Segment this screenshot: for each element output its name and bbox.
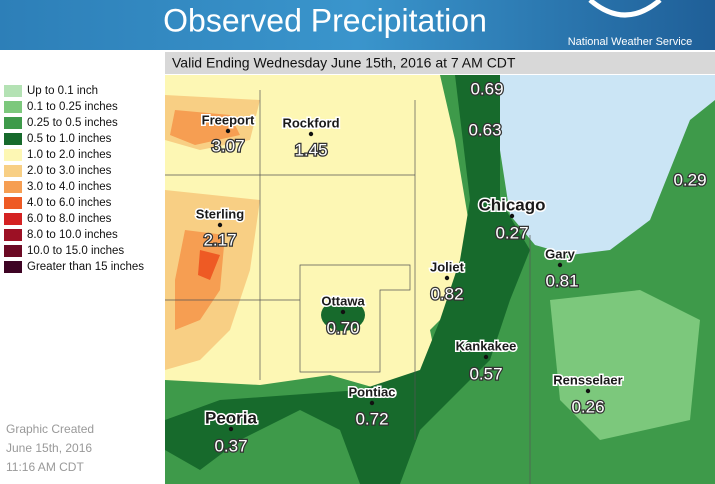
city-value: 0.57 <box>469 364 502 383</box>
legend-label: 0.5 to 1.0 inches <box>27 133 112 145</box>
legend-label: 2.0 to 3.0 inches <box>27 165 112 177</box>
city-dot <box>483 354 489 360</box>
header-bar <box>0 0 715 50</box>
created-note: Graphic Created <box>6 422 94 436</box>
city-value: 2.17 <box>203 230 236 249</box>
subtitle: Valid Ending Wednesday June 15th, 2016 a… <box>172 55 516 71</box>
legend-label: 0.1 to 0.25 inches <box>27 101 118 113</box>
station-value: 0.63 <box>468 120 501 139</box>
city-value: 0.27 <box>495 223 528 242</box>
city-dot <box>557 262 563 268</box>
legend-swatch <box>4 197 22 209</box>
city-value: 1.45 <box>294 140 327 159</box>
city-value: 0.37 <box>214 436 247 455</box>
logo <box>588 0 662 18</box>
legend-panel <box>0 75 165 484</box>
legend-swatch <box>4 149 22 161</box>
legend-swatch <box>4 245 22 257</box>
city: Freeport 3.07 <box>200 111 256 157</box>
dark-green-area <box>165 75 530 484</box>
city-dot <box>217 222 223 228</box>
legend-label: 3.0 to 4.0 inches <box>27 181 112 193</box>
city-name: Ottawa <box>321 293 365 308</box>
city: Rockford 1.45 <box>281 114 341 161</box>
legend-swatch <box>4 85 22 97</box>
legend-swatch <box>4 101 22 113</box>
legend-swatch <box>4 117 22 129</box>
subtitle-bar <box>165 52 715 74</box>
city-name: Gary <box>545 246 575 261</box>
city-dot <box>308 131 314 137</box>
legend-label: 0.25 to 0.5 inches <box>27 117 118 129</box>
city-value: 0.26 <box>571 397 604 416</box>
station-value: 0.29 <box>673 170 706 189</box>
city: Rensselaer 0.26 <box>552 371 624 418</box>
city-dot <box>228 426 234 432</box>
city-dot <box>225 128 231 134</box>
city-value: 0.82 <box>430 284 463 303</box>
city-name: Rensselaer <box>553 372 622 387</box>
city-name: Rockford <box>282 115 339 130</box>
title: Observed Precipitation <box>163 2 487 38</box>
city-value: 3.07 <box>211 136 244 155</box>
legend-swatch <box>4 213 22 225</box>
legend-label: Greater than 15 inches <box>27 261 144 273</box>
red-area <box>198 250 220 280</box>
created-note: June 15th, 2016 <box>6 441 92 455</box>
legend-label: 6.0 to 8.0 inches <box>27 213 112 225</box>
station-value: 0.69 <box>470 79 503 98</box>
county-lines <box>165 90 531 484</box>
city-value: 0.81 <box>545 271 578 290</box>
light-green-area <box>550 290 700 440</box>
city: Ottawa 0.70 <box>320 292 367 339</box>
city-dot <box>369 400 375 406</box>
city: Kankakee 0.57 <box>454 337 518 385</box>
city: Chicago 0.27 <box>477 194 547 244</box>
map <box>165 75 715 484</box>
city-name: Freeport <box>202 112 255 127</box>
city: Gary 0.81 <box>544 245 580 292</box>
city-name: Joliet <box>430 259 465 274</box>
legend-swatch <box>4 133 22 145</box>
lake <box>500 75 715 255</box>
legend-swatch <box>4 165 22 177</box>
city-dot <box>585 388 591 394</box>
city-dot <box>444 275 450 281</box>
city-value: 0.70 <box>326 318 359 337</box>
city: Sterling 2.17 <box>194 205 245 251</box>
city-dot <box>340 309 346 315</box>
legend-swatch <box>4 181 22 193</box>
legend-label: 1.0 to 2.0 inches <box>27 149 112 161</box>
legend-swatch <box>4 261 22 273</box>
city-name: Peoria <box>205 408 258 427</box>
legend-label: Up to 0.1 inch <box>27 85 98 97</box>
created-note: 11:16 AM CDT <box>6 460 84 474</box>
legend-swatch <box>4 229 22 241</box>
city-name: Sterling <box>196 206 244 221</box>
city: Peoria 0.37 <box>204 407 260 457</box>
legend-label: 10.0 to 15.0 inches <box>27 245 124 257</box>
city: Pontiac 0.72 <box>347 383 397 430</box>
legend-label: 4.0 to 6.0 inches <box>27 197 112 209</box>
city-value: 0.72 <box>355 409 388 428</box>
orange-area <box>170 110 240 145</box>
agency: National Weather Service <box>568 36 693 48</box>
city: Joliet 0.82 <box>429 258 467 305</box>
city-name: Pontiac <box>349 384 396 399</box>
legend-label: 8.0 to 10.0 inches <box>27 229 118 241</box>
city-name: Kankakee <box>456 338 517 353</box>
ottawa-area <box>321 299 365 331</box>
city-name: Chicago <box>478 195 545 214</box>
city-dot <box>509 213 515 219</box>
